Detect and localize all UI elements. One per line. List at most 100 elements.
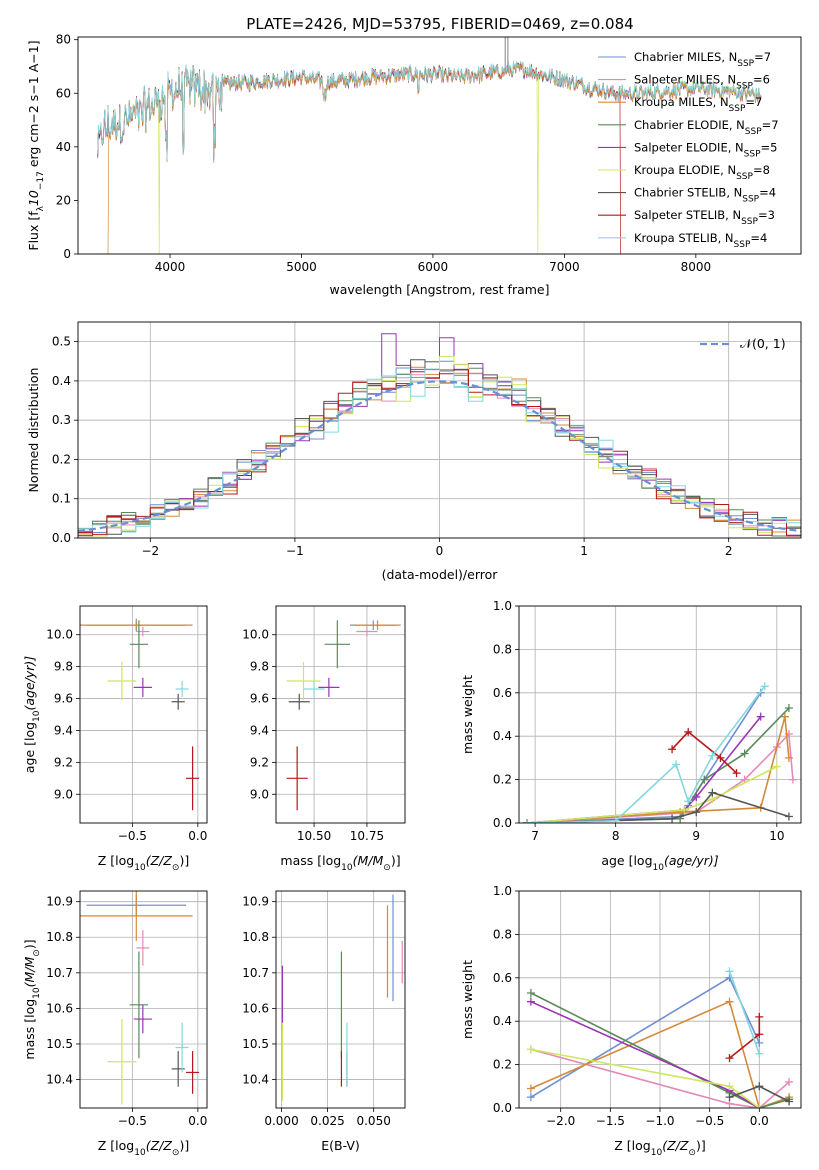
series-line — [530, 1000, 760, 1108]
x-tick-label: 1 — [580, 544, 588, 558]
label-part: −1 — [26, 45, 41, 63]
series-line — [530, 976, 761, 1098]
series-line — [527, 692, 762, 823]
histogram-step — [78, 369, 801, 537]
series-line — [671, 730, 738, 774]
x-tick-label: 5000 — [286, 260, 317, 274]
x-tick-label: −1.5 — [596, 1114, 625, 1128]
x-tick-label: 8 — [612, 829, 620, 843]
y-axis-label: mass [log10(M/M⊙)] — [22, 939, 42, 1059]
plus-marker — [725, 1082, 734, 1091]
x-tick-label: −1.0 — [645, 1114, 674, 1128]
panel-mass_weight_vs_Z: −2.0 −1.5 −1.0 −0.5 0.0 0.0 0.2 0.4 0.6 0.8 1.0 Z [… — [460, 884, 802, 1158]
plus-marker — [725, 1054, 734, 1063]
figure-title: PLATE=2426, MJD=53795, FIBERID=0469, z=0… — [246, 15, 633, 33]
series-line — [527, 685, 766, 823]
x-axis-label: wavelength [Angstrom, rest frame] — [329, 282, 549, 297]
axes-frame — [275, 605, 406, 824]
y-tick-label: 20 — [56, 193, 71, 207]
spectrum-line — [97, 61, 761, 254]
x-tick-label: −2.0 — [546, 1114, 575, 1128]
y-tick-label: 10.9 — [242, 895, 269, 909]
label-part: =3 — [758, 208, 775, 222]
spectrum-line — [97, 60, 762, 160]
y-tick-label: 10.0 — [46, 628, 73, 642]
plus-marker — [708, 751, 717, 760]
y-tick-label: 0.5 — [52, 335, 71, 349]
y-tick-label: 9.6 — [54, 692, 73, 706]
y-tick-label: 0.2 — [493, 1058, 512, 1072]
y-tick-label: 9.4 — [250, 723, 269, 737]
y-tick-label: 10.6 — [242, 1001, 269, 1015]
x-axis-label: Z [log10(Z/Z⊙)] — [614, 1138, 705, 1158]
plus-marker — [526, 997, 535, 1006]
x-axis-label: Z [log10(Z/Z⊙)] — [98, 1138, 189, 1158]
x-tick-label: 0.0 — [188, 829, 207, 843]
label-part: Z [log — [98, 1138, 134, 1153]
y-tick-label: 0.4 — [493, 729, 512, 743]
plus-marker — [526, 1084, 535, 1093]
label-part: 10 — [134, 1148, 146, 1158]
x-tick-label: 8000 — [681, 260, 712, 274]
axes-frame — [518, 890, 802, 1109]
legend-label: Salpeter ELODIE, NSSP=5 — [634, 140, 777, 159]
y-tick-label: 0.3 — [52, 413, 71, 427]
series-line — [728, 971, 761, 1055]
label-part: =7 — [754, 50, 771, 64]
y-tick-label: 0.6 — [493, 686, 512, 700]
series-line — [530, 992, 790, 1108]
legend-label: Salpeter MILES, NSSP=6 — [634, 73, 770, 92]
plus-marker — [692, 792, 701, 801]
x-tick-label: −2 — [141, 544, 159, 558]
label-part: ] — [26, 40, 41, 45]
label-part: 10 — [651, 1148, 663, 1158]
plot-area — [78, 322, 801, 538]
plus-marker — [784, 812, 793, 821]
label-part: −17 — [36, 171, 46, 190]
y-tick-label: 10.5 — [46, 1037, 73, 1051]
label-part: erg cm — [26, 124, 41, 172]
label-part: Flux [f — [26, 211, 41, 251]
y-axis-label: mass weight — [460, 675, 475, 754]
y-tick-label: 0.4 — [493, 1014, 512, 1028]
label-part: Salpeter MILES, N — [634, 73, 736, 87]
label-part: Chabrier STELIB, N — [634, 186, 742, 200]
axes-frame — [275, 890, 406, 1109]
plus-marker — [772, 762, 781, 771]
plus-marker — [755, 1038, 764, 1047]
plus-marker — [756, 712, 765, 721]
axes-frame — [77, 36, 802, 255]
x-tick-label: 10 — [769, 829, 784, 843]
y-tick-label: 10.8 — [46, 930, 73, 944]
y-tick-label: 9.2 — [250, 755, 269, 769]
y-tick-label: 0.2 — [493, 773, 512, 787]
plus-marker — [755, 1104, 764, 1108]
x-tick-label: 6000 — [418, 260, 449, 274]
x-tick-label: 10.50 — [297, 829, 331, 843]
label-part: =7 — [762, 118, 779, 132]
series-line — [527, 716, 762, 823]
x-tick-label: 0.000 — [264, 1114, 298, 1128]
label-part: =4 — [750, 231, 767, 245]
series-line — [530, 1000, 790, 1108]
legend-label: Kroupa MILES, NSSP=7 — [634, 95, 762, 114]
y-tick-label: 0.1 — [52, 492, 71, 506]
plus-marker — [788, 775, 797, 784]
label-part: (age/yr)] — [664, 853, 719, 868]
label-part: mass [log — [280, 853, 341, 868]
label-part: ⊙ — [32, 949, 42, 957]
label-part: (M/M — [353, 853, 384, 868]
label-part: ⊙ — [172, 863, 180, 873]
label-part: Z [log — [98, 853, 134, 868]
y-axis-label: Flux [fλ10−17 erg cm−2 s−1 A−1] — [26, 40, 46, 250]
plus-marker — [740, 749, 749, 758]
y-tick-label: 0.0 — [493, 1101, 512, 1115]
x-tick-label: 0 — [436, 544, 444, 558]
y-tick-label: 9.4 — [54, 723, 73, 737]
label-part: (Z/Z — [146, 853, 173, 868]
label-part: SSP — [741, 217, 758, 227]
label-part: SSP — [734, 240, 751, 250]
label-part: Chabrier ELODIE, N — [634, 118, 745, 132]
x-tick-label: 10.75 — [350, 829, 384, 843]
